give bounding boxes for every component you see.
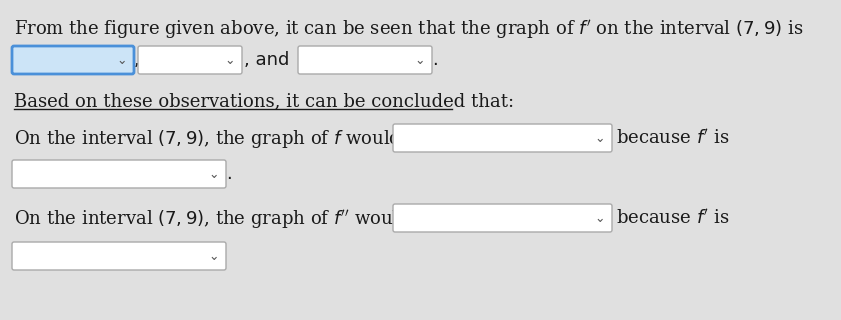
Text: On the interval $(7, 9)$, the graph of $f''$ would be: On the interval $(7, 9)$, the graph of $… — [14, 208, 438, 231]
FancyBboxPatch shape — [12, 160, 226, 188]
Text: From the figure given above, it can be seen that the graph of $f'$ on the interv: From the figure given above, it can be s… — [14, 18, 803, 41]
FancyBboxPatch shape — [298, 46, 432, 74]
Text: because $f'$ is: because $f'$ is — [616, 129, 730, 148]
Text: ⌄: ⌄ — [595, 212, 606, 225]
Text: ⌄: ⌄ — [209, 167, 220, 180]
Text: ⌄: ⌄ — [595, 132, 606, 145]
Text: ,: , — [134, 51, 140, 69]
FancyBboxPatch shape — [138, 46, 242, 74]
Text: ⌄: ⌄ — [209, 250, 220, 262]
FancyBboxPatch shape — [12, 242, 226, 270]
Text: , and: , and — [244, 51, 289, 69]
Text: ⌄: ⌄ — [225, 53, 235, 67]
Text: ⌄: ⌄ — [117, 53, 127, 67]
Text: ⌄: ⌄ — [415, 53, 426, 67]
FancyBboxPatch shape — [393, 204, 612, 232]
Text: .: . — [226, 165, 232, 183]
Text: Based on these observations, it can be concluded that:: Based on these observations, it can be c… — [14, 92, 514, 110]
Text: .: . — [432, 51, 438, 69]
FancyBboxPatch shape — [12, 46, 134, 74]
Text: because $f'$ is: because $f'$ is — [616, 209, 730, 228]
Text: On the interval $(7, 9)$, the graph of $f$ would be: On the interval $(7, 9)$, the graph of $… — [14, 128, 430, 150]
FancyBboxPatch shape — [393, 124, 612, 152]
